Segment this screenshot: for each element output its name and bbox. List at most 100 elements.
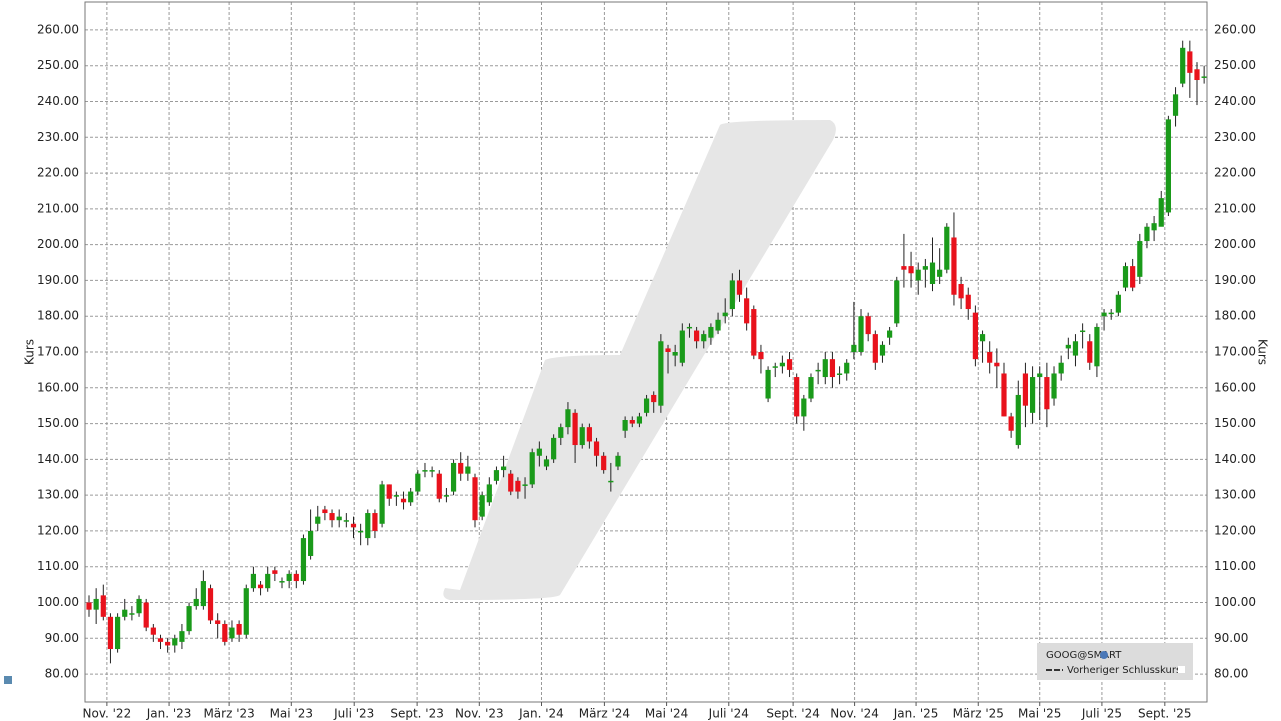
candle-body — [200, 581, 206, 607]
x-tick-label: Juli '25 — [1081, 707, 1122, 721]
candle-body — [915, 269, 921, 281]
candle-body — [315, 516, 321, 524]
candle-body — [729, 280, 735, 310]
candle-body — [150, 627, 156, 635]
candle-body — [193, 598, 199, 607]
candle-body — [186, 606, 192, 632]
candle-body — [958, 284, 964, 299]
candle-body — [408, 491, 414, 503]
x-tick-label: Mai '25 — [1018, 707, 1061, 721]
y2-tick-label: 110.00 — [1214, 559, 1256, 573]
candle-body — [1172, 94, 1179, 116]
y-tick-label: 100.00 — [37, 595, 79, 609]
candle-body — [908, 266, 914, 274]
candle-body — [114, 616, 121, 650]
candles — [86, 40, 1207, 664]
candle-body — [458, 462, 464, 474]
candle-body — [779, 362, 785, 367]
candle-body — [608, 480, 614, 483]
candle-body — [1144, 226, 1150, 242]
candle-body — [1137, 241, 1143, 277]
y-axis-title: Kurs — [23, 339, 37, 365]
candle-body — [979, 334, 986, 342]
candle-body — [944, 226, 950, 270]
y-tick-label: 140.00 — [37, 452, 79, 466]
candle-body — [629, 419, 635, 424]
legend: GOOG@SMART Vorheriger Schlusskurs — [1037, 643, 1193, 680]
candle-body — [122, 609, 128, 617]
candle-body — [358, 530, 364, 533]
candle-body — [157, 638, 164, 642]
candle-body — [501, 466, 507, 471]
candle-body — [965, 294, 971, 310]
candle-body — [400, 498, 407, 503]
legend-checkbox[interactable] — [1178, 666, 1185, 673]
candle-body — [1180, 47, 1186, 84]
candle-body — [887, 330, 893, 338]
corner-icon[interactable] — [4, 676, 12, 684]
candle-body — [922, 266, 928, 270]
candle-body — [179, 631, 185, 642]
candle-body — [1065, 344, 1071, 349]
candle-body — [493, 470, 500, 481]
y-tick-label: 240.00 — [37, 94, 79, 108]
candle-body — [636, 416, 643, 424]
candle-body — [1151, 223, 1157, 231]
candle-body — [215, 620, 221, 624]
candle-body — [93, 598, 99, 610]
candle-body — [1015, 394, 1021, 446]
candle-body — [901, 266, 907, 270]
y2-tick-label: 120.00 — [1214, 523, 1256, 537]
candle-body — [772, 366, 778, 368]
candle-body — [172, 638, 178, 646]
x-tick-label: Nov. '24 — [830, 707, 879, 721]
candle-body — [987, 352, 993, 363]
candle-body — [379, 484, 385, 524]
candle-body — [579, 427, 585, 446]
candle-body — [393, 495, 399, 497]
y-tick-label: 130.00 — [37, 488, 79, 502]
candle-body — [129, 613, 135, 615]
candle-body — [829, 359, 836, 378]
candle-body — [1001, 373, 1007, 417]
candle-body — [1194, 69, 1200, 81]
candle-body — [1130, 266, 1136, 288]
y-tick-label: 190.00 — [37, 273, 79, 287]
candle-body — [136, 598, 142, 614]
candle-body — [665, 348, 671, 352]
x-tick-label: Mai '23 — [270, 707, 313, 721]
candle-body — [601, 455, 607, 471]
candle-body — [329, 513, 335, 521]
candle-body — [350, 523, 357, 528]
candle-body — [286, 573, 292, 582]
y2-tick-label: 130.00 — [1214, 488, 1256, 502]
candle-body — [929, 262, 936, 285]
candle-body — [715, 319, 721, 331]
candle-body — [486, 484, 492, 503]
y2-tick-label: 260.00 — [1214, 22, 1256, 36]
candle-body — [107, 616, 114, 650]
candle-body — [572, 412, 578, 446]
candle-body — [1058, 362, 1064, 374]
candle-body — [165, 641, 171, 646]
candle-body — [515, 480, 521, 492]
candle-body — [1165, 119, 1171, 213]
y2-tick-label: 100.00 — [1214, 595, 1256, 609]
y-tick-label: 230.00 — [37, 130, 79, 144]
y-tick-label: 210.00 — [37, 201, 79, 215]
watermark — [443, 120, 836, 600]
y2-tick-label: 170.00 — [1214, 345, 1256, 359]
legend-box — [1037, 643, 1193, 680]
candle-body — [1108, 312, 1114, 315]
y2-tick-label: 190.00 — [1214, 273, 1256, 287]
y2-tick-label: 240.00 — [1214, 94, 1256, 108]
candle-body — [429, 470, 435, 472]
candle-body — [536, 448, 542, 456]
candle-body — [308, 530, 314, 556]
globe-icon — [1100, 651, 1108, 659]
candle-body — [543, 459, 550, 467]
candle-body — [422, 470, 428, 472]
y2-tick-label: 250.00 — [1214, 58, 1256, 72]
